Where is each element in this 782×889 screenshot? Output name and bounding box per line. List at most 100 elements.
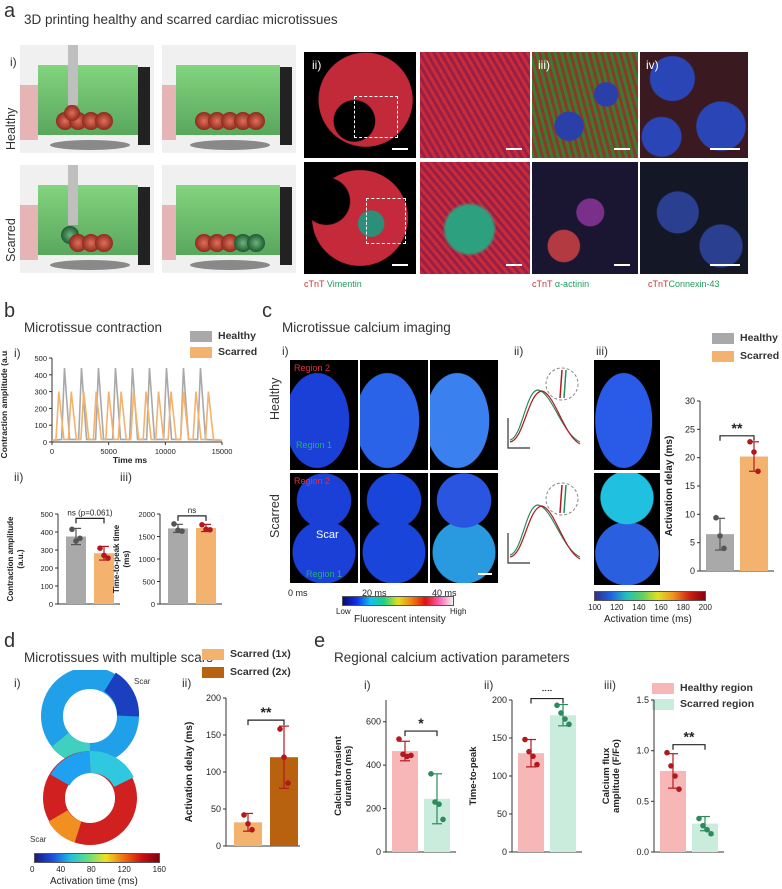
bar-0 <box>234 822 262 846</box>
panel-d-title: Microtissues with multiple scars <box>24 650 214 665</box>
y-tick-label: 0 <box>376 847 381 857</box>
render-scarred-1 <box>20 165 154 273</box>
zoom-green-healthy <box>563 369 567 399</box>
significance-label: ** <box>542 690 553 699</box>
y-tick-label: 300 <box>34 388 47 397</box>
panel-e-ii-label: ii) <box>484 678 494 692</box>
y-label-line: Calcium flux <box>601 747 612 804</box>
significance-label: * <box>418 715 424 731</box>
panel-b-title: Microtissue contraction <box>24 320 163 335</box>
bar-0 <box>168 528 188 604</box>
chart-e-ii: 0 50 100 150 200 Time-to-peak ** <box>468 690 582 857</box>
c-row-healthy: Healthy <box>268 377 282 420</box>
data-point <box>696 815 702 822</box>
chart-e-i: 0 200 400 600 Calcium transientduration (ms)… <box>333 700 456 857</box>
panel-a-letter: a <box>4 0 16 22</box>
data-point <box>554 702 560 709</box>
y-tick-label: 200 <box>492 695 507 705</box>
data-point <box>534 761 540 768</box>
data-point <box>408 752 414 759</box>
y-tick-label: 1.0 <box>636 746 649 756</box>
y-tick-label: 100 <box>34 421 47 430</box>
ca-healthy-20ms <box>360 360 428 470</box>
chart-c-iii: 0 5 10 15 20 25 30 Activation delay (ms) ** <box>664 396 774 576</box>
data-point <box>566 721 572 728</box>
data-point <box>179 528 185 534</box>
data-point <box>717 533 723 539</box>
render-healthy-1 <box>20 45 154 153</box>
significance-label: ns (p=0.061) <box>67 508 112 517</box>
panel-d-letter: d <box>4 630 16 652</box>
bar-1 <box>196 527 216 604</box>
y-label-line: (a.u.) <box>16 549 25 568</box>
panel-e-legend: Healthy region Scarred region <box>652 682 754 710</box>
render-healthy-2 <box>162 45 296 153</box>
micro-healthy-vimentin-zoom <box>420 52 530 158</box>
panel-d-i-label: i) <box>14 676 21 690</box>
activation-colorbar-d <box>34 853 160 863</box>
y-label-line: duration (ms) <box>343 746 354 807</box>
data-point <box>664 749 670 756</box>
trace-region2-healthy <box>509 390 581 445</box>
data-point <box>171 521 177 527</box>
scar-label: Scar <box>316 529 339 541</box>
stain-label-vimentin: cTnT Vimentin <box>304 279 362 289</box>
chart-b-iii: 0 500 1000 1500 2000 Time-to-peak time(ms) ns <box>112 506 222 609</box>
y-tick-label: 30 <box>685 396 695 406</box>
y-axis-label: Calcium transientduration (ms) <box>333 735 354 816</box>
scale-axes-healthy <box>507 418 530 449</box>
trace-region2-scarred <box>509 505 581 560</box>
multi-scar-maps: Scar Scar <box>30 670 151 845</box>
cbar2-ticks: 100 120 140 160 180 200 <box>588 603 712 612</box>
micro-scarred-vimentin <box>304 162 416 274</box>
y-tick-label: 600 <box>366 717 381 727</box>
significance-bracket <box>404 730 438 737</box>
render-scarred-2 <box>162 165 296 273</box>
significance-label: ** <box>684 729 695 745</box>
y-tick-label: 0 <box>151 600 155 609</box>
time-40ms: 40 ms <box>432 588 457 598</box>
data-point <box>751 449 757 455</box>
panel-a-i-label: i) <box>10 55 17 69</box>
y-label-line: Time-to-peak time <box>112 524 121 593</box>
panel-b-ii-label: ii) <box>14 470 24 484</box>
data-point <box>708 830 714 837</box>
y-tick-label: 400 <box>40 528 53 537</box>
row-label-scarred: Scarred <box>4 218 18 262</box>
time-0ms: 0 ms <box>288 588 308 598</box>
data-point <box>97 545 103 551</box>
data-point <box>668 763 674 769</box>
y-tick-label: 200 <box>206 693 221 703</box>
zoom-box <box>354 96 398 138</box>
zoom-box <box>366 198 406 244</box>
y-tick-label: 0 <box>690 566 695 576</box>
y-tick-label: 400 <box>34 371 47 380</box>
chart-d-ii: 0 50 100 150 200 Activation delay (ms) ** <box>184 693 300 851</box>
significance-bracket <box>177 515 207 521</box>
micro-healthy-vimentin <box>304 52 416 158</box>
y-tick-label: 100 <box>492 771 507 781</box>
significance-bracket <box>75 517 105 524</box>
y-tick-label: 200 <box>40 564 53 573</box>
y-tick-label: 0 <box>49 600 53 609</box>
y-tick-label: 20 <box>685 453 695 463</box>
data-point <box>672 773 678 779</box>
cbar-d-ticks: 0 40 80 120 160 <box>30 865 166 874</box>
y-tick-label: 2000 <box>138 510 155 519</box>
panel-d-legend: Scarred (1x) Scarred (2x) <box>202 648 291 678</box>
scar-label-bottom: Scar <box>30 835 47 844</box>
micro-scarred-vimentin-zoom <box>420 162 530 274</box>
data-point <box>249 826 255 833</box>
data-point <box>747 439 753 445</box>
data-point <box>199 522 205 528</box>
data-point <box>700 822 706 829</box>
y-tick-label: 500 <box>40 510 53 519</box>
y-axis-label: Time-to-peak <box>468 746 479 806</box>
panel-a-iv-label: iv) <box>646 58 659 72</box>
panel-c-legend: Healthy Scarred <box>712 332 779 362</box>
cbar1-high: High <box>450 607 467 616</box>
legend-scarred: Scarred <box>190 346 257 358</box>
data-point <box>436 801 442 808</box>
y-tick-label: 50 <box>497 809 507 819</box>
y-tick-label: 10 <box>685 509 695 519</box>
